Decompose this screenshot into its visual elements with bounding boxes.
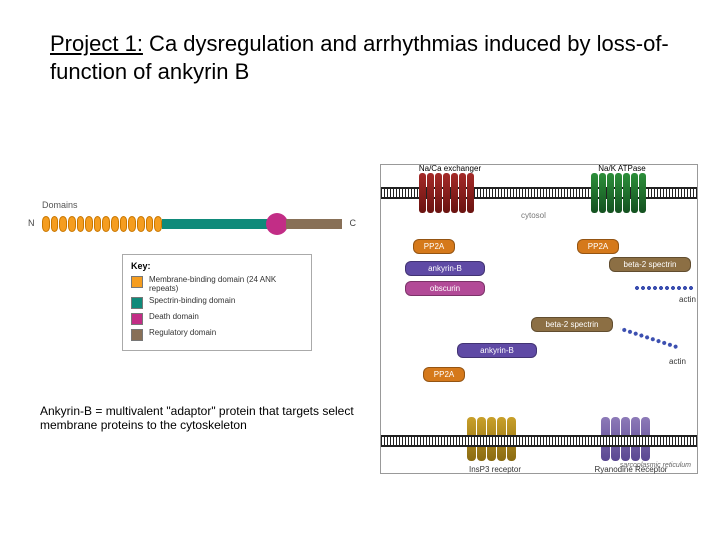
pp2a-left: PP2A <box>413 239 455 254</box>
protein-col <box>435 173 442 213</box>
protein-col <box>419 173 426 213</box>
ank-repeat <box>68 216 76 232</box>
ncx-label: Na/Ca exchanger <box>405 164 495 173</box>
beta2spectrin-top: beta-2 spectrin <box>609 257 691 272</box>
beta2spectrin-mid: beta-2 spectrin <box>531 317 613 332</box>
key-heading: Key: <box>131 261 303 271</box>
ncx-protein <box>419 173 474 213</box>
actin-mid <box>619 324 679 352</box>
ankyrinB-top: ankyrin-B <box>405 261 485 276</box>
protein-col <box>467 173 474 213</box>
key-swatch <box>131 313 143 325</box>
key-row: Spectrin-binding domain <box>131 296 303 309</box>
protein-col <box>607 173 614 213</box>
actin-top <box>633 283 693 293</box>
ank-repeat <box>94 216 102 232</box>
title-rest: Ca dysregulation and arrhythmias induced… <box>50 31 669 84</box>
ank-repeat <box>128 216 136 232</box>
membrane-binding-segment <box>42 216 162 232</box>
ank-repeat <box>85 216 93 232</box>
c-terminus-label: C <box>350 218 357 228</box>
nak-protein <box>591 173 646 213</box>
protein-col <box>615 173 622 213</box>
ank-repeat <box>120 216 128 232</box>
key-row: Membrane-binding domain (24 ANK repeats) <box>131 275 303 293</box>
protein-col <box>443 173 450 213</box>
obscurin: obscurin <box>405 281 485 296</box>
protein-col <box>639 173 646 213</box>
pp2a-bottom: PP2A <box>423 367 465 382</box>
domain-bar: N C <box>42 216 342 232</box>
domain-header: Domains <box>42 200 372 210</box>
protein-col <box>591 173 598 213</box>
ank-repeat <box>102 216 110 232</box>
key-swatch <box>131 329 143 341</box>
protein-col <box>599 173 606 213</box>
key-label: Membrane-binding domain (24 ANK repeats) <box>149 275 303 293</box>
n-terminus-label: N <box>28 218 35 228</box>
key-label: Death domain <box>149 312 199 321</box>
protein-col <box>451 173 458 213</box>
key-label: Spectrin-binding domain <box>149 296 235 305</box>
ank-repeat <box>77 216 85 232</box>
sr-label: sarcoplasmic reticulum <box>620 462 691 469</box>
key-swatch <box>131 297 143 309</box>
protein-col <box>631 173 638 213</box>
ank-repeat <box>154 216 162 232</box>
death-domain-segment <box>266 213 288 235</box>
domain-diagram: Domains N C Key: Membrane-binding domain… <box>42 200 372 351</box>
sr-membrane <box>381 435 697 447</box>
protein-col <box>459 173 466 213</box>
nak-label: Na/K ATPase <box>577 164 667 173</box>
ankyrinB-bottom: ankyrin-B <box>457 343 537 358</box>
key-row: Regulatory domain <box>131 328 303 341</box>
slide-title: Project 1: Ca dysregulation and arrhythm… <box>50 30 670 85</box>
protein-col <box>427 173 434 213</box>
title-prefix: Project 1: <box>50 31 143 56</box>
regulatory-segment <box>286 219 342 229</box>
cell-diagram: Na/Ca exchanger Na/K ATPase cytosol PP2A… <box>380 164 698 474</box>
ank-repeat <box>146 216 154 232</box>
ank-repeat <box>42 216 50 232</box>
key-swatch <box>131 276 143 288</box>
key-label: Regulatory domain <box>149 328 216 337</box>
spectrin-binding-segment <box>162 219 272 229</box>
ank-repeat <box>51 216 59 232</box>
pp2a-right: PP2A <box>577 239 619 254</box>
key-row: Death domain <box>131 312 303 325</box>
ip3-label: InsP3 receptor <box>455 465 535 474</box>
actin-label-top: actin <box>679 295 696 304</box>
protein-col <box>623 173 630 213</box>
ank-repeat <box>111 216 119 232</box>
actin-label-mid: actin <box>669 357 686 366</box>
ank-repeat <box>59 216 67 232</box>
caption-text: Ankyrin-B = multivalent "adaptor" protei… <box>40 404 360 433</box>
domain-key: Key: Membrane-binding domain (24 ANK rep… <box>122 254 312 351</box>
cytosol-label: cytosol <box>521 211 546 220</box>
ank-repeat <box>137 216 145 232</box>
